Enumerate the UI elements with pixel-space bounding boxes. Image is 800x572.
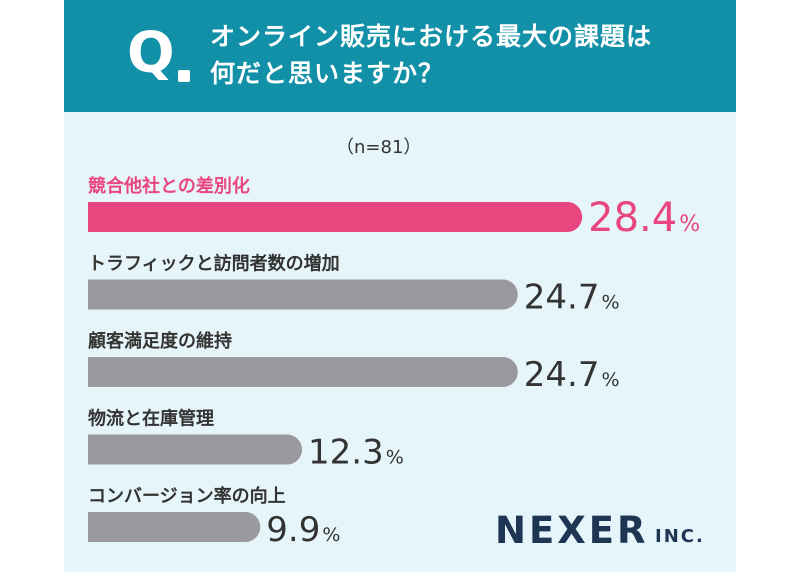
question-dot — [178, 70, 190, 82]
bar — [88, 434, 303, 465]
question-line-2: 何だと思いますか？ — [210, 59, 445, 88]
value-label: 24.7% — [524, 355, 620, 395]
category-label: コンバージョン率の向上 — [88, 485, 286, 507]
value-label: 12.3% — [308, 433, 404, 473]
value-label: 9.9% — [266, 510, 340, 550]
category-label: トラフィックと訪問者数の増加 — [88, 253, 340, 275]
question-line-1: オンライン販売における最大の課題は — [210, 22, 653, 51]
value-label: 24.7% — [524, 278, 620, 318]
question-text: オンライン販売における最大の課題は 何だと思いますか？ — [210, 18, 652, 92]
brand-logo-suffix: INC. — [655, 526, 705, 547]
bar — [88, 279, 518, 310]
sample-size: （n=81） — [336, 137, 422, 158]
brand-logo: NEXER — [495, 509, 649, 552]
category-label: 顧客満足度の維持 — [88, 330, 232, 352]
question-header — [64, 0, 736, 112]
category-label: 物流と在庫管理 — [88, 408, 214, 430]
category-label: 競合他社との差別化 — [88, 175, 250, 197]
bar — [88, 357, 518, 387]
question-mark: Q — [127, 21, 175, 86]
bar — [88, 512, 261, 542]
value-label: 28.4% — [588, 195, 700, 241]
bar — [88, 202, 583, 232]
